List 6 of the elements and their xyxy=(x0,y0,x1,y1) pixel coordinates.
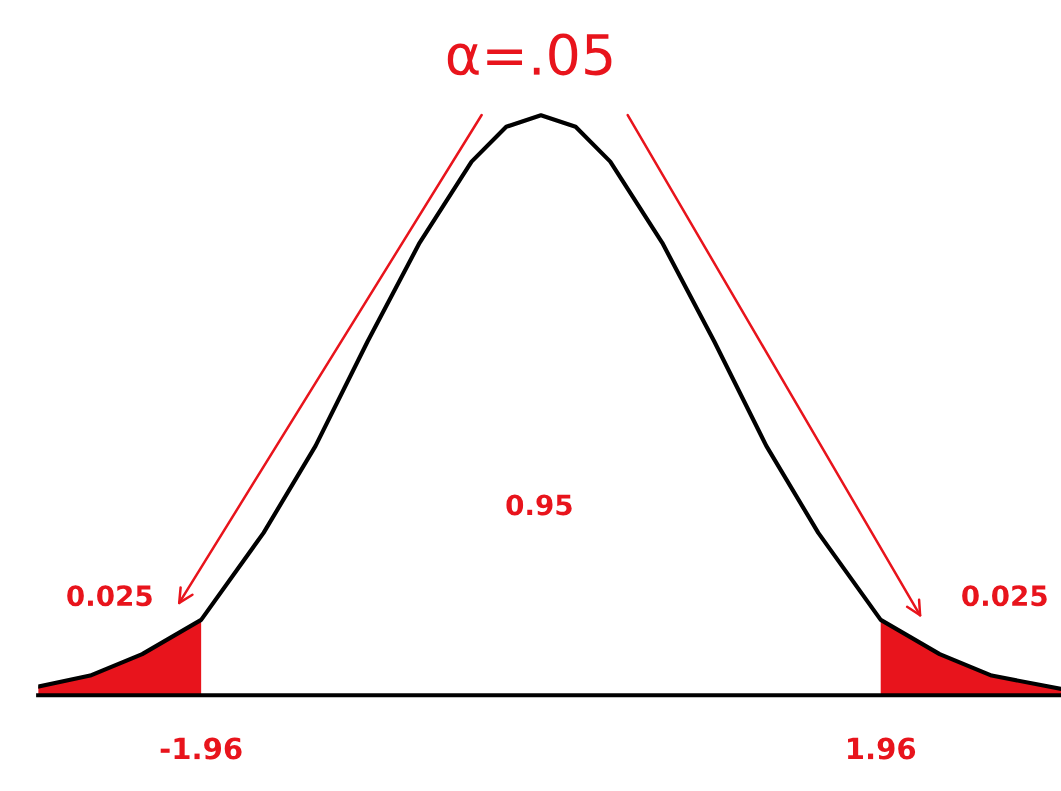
annotation: 0.025 xyxy=(962,585,1047,607)
annotation: 0.95 xyxy=(506,494,572,516)
x-tick-label: 1.96 xyxy=(848,737,916,760)
annotation: 0.025 xyxy=(67,585,152,607)
chart-title: α=.05 xyxy=(447,33,612,76)
x-tick-label: -1.96 xyxy=(160,737,242,760)
